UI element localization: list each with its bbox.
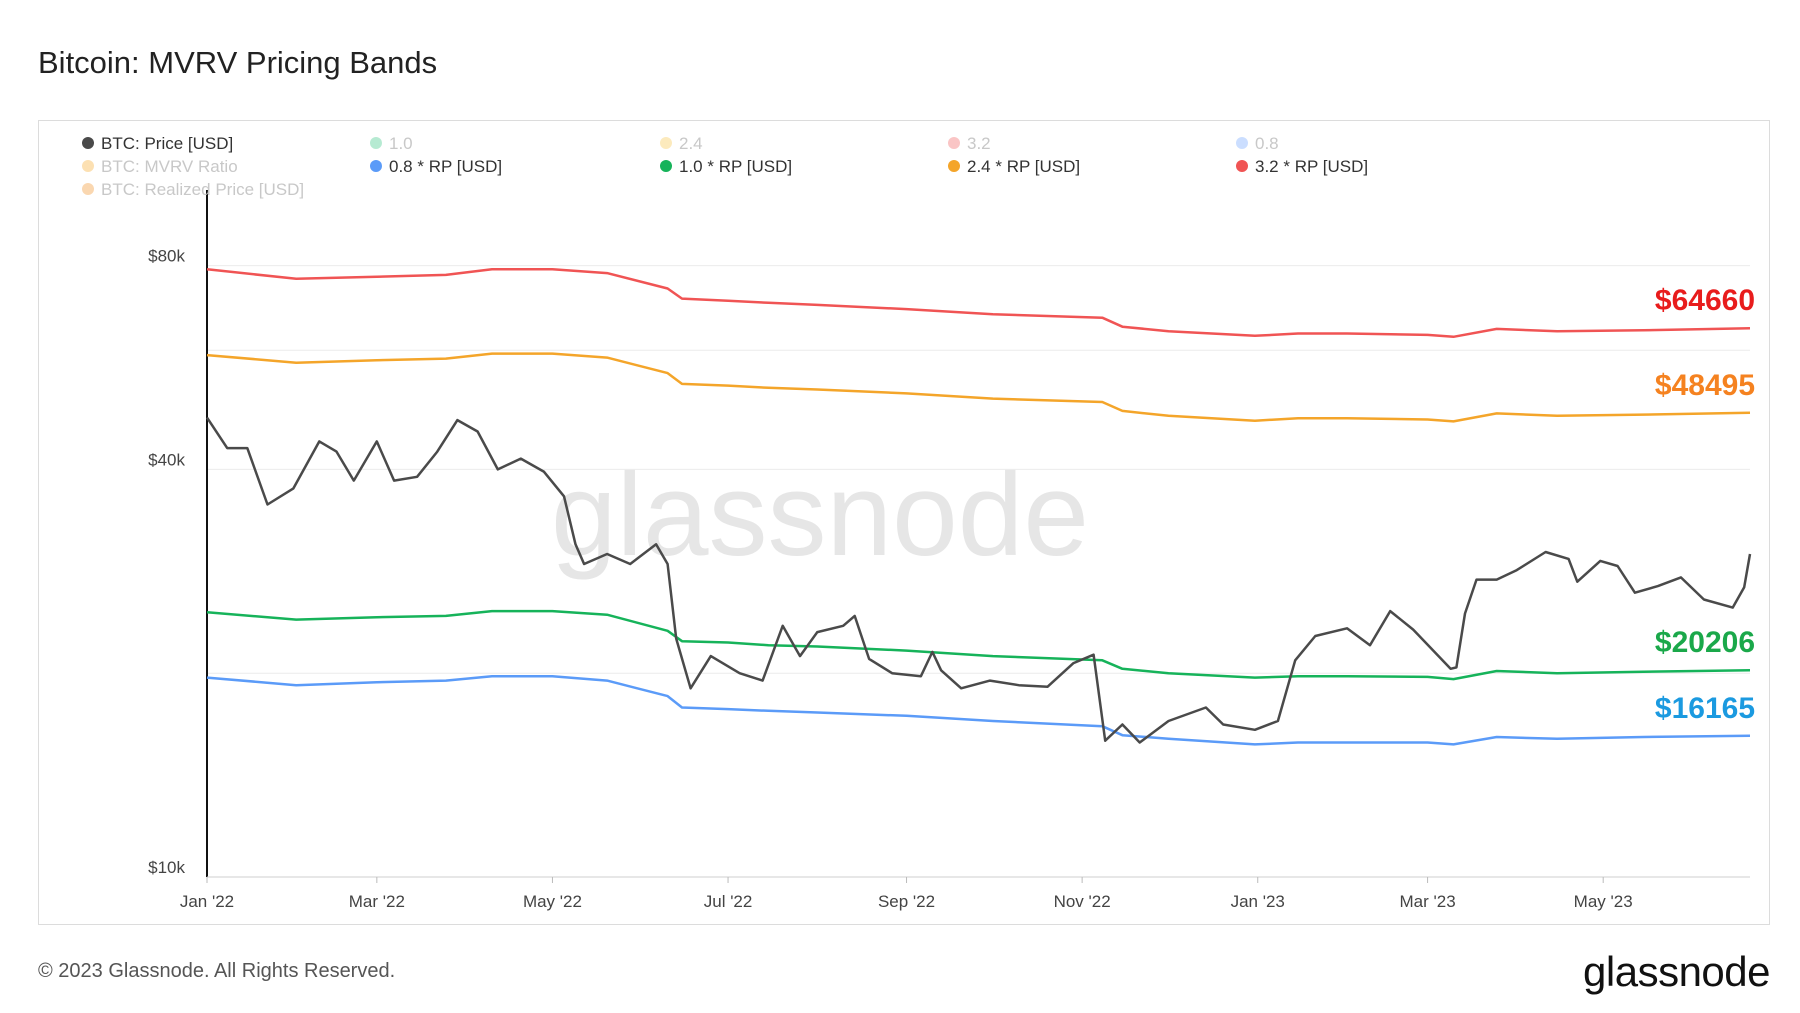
series-line-2-4-rp-usd — [206, 352, 1751, 423]
legend-marker — [82, 183, 94, 195]
legend-marker — [948, 160, 960, 172]
legend-label: 3.2 * RP [USD] — [1255, 157, 1368, 176]
value-callouts: $64660 $48495 $20206 $16165 — [1655, 284, 1755, 725]
x-axis: Jan '22 Mar '22 May '22 Jul '22 Sep '22 Nov '… — [180, 876, 1750, 911]
x-tick-label: Mar '22 — [349, 892, 405, 911]
value-callout: $16165 — [1655, 692, 1755, 725]
legend-marker — [82, 160, 94, 172]
series-line-1-0-rp-usd — [206, 609, 1751, 681]
chart-legend: BTC: Price [USD] 1.0 2.4 3.2 0.8 BTC: MVRV Ra… — [82, 134, 1368, 199]
legend-label: BTC: MVRV Ratio — [101, 157, 238, 176]
copyright-text: © 2023 Glassnode. All Rights Reserved. — [38, 960, 396, 982]
series-line-3-2-rp-usd — [206, 268, 1751, 339]
legend-label: 1.0 * RP [USD] — [679, 157, 792, 176]
x-tick-label: Mar '23 — [1400, 892, 1456, 911]
legend-label: 2.4 * RP [USD] — [967, 157, 1080, 176]
legend-label: 0.8 — [1255, 134, 1279, 153]
mvrv-chart: glassnode $80k $40k $10k Jan '22 Mar '22 May… — [82, 134, 1755, 911]
x-tick-label: Sep '22 — [878, 892, 935, 911]
legend-marker — [370, 160, 382, 172]
legend-label: BTC: Price [USD] — [101, 134, 233, 153]
x-tick-label: May '23 — [1574, 892, 1633, 911]
grid-lines — [207, 265, 1750, 674]
watermark-glassnode: glassnode — [551, 449, 1089, 581]
legend-marker — [370, 137, 382, 149]
page-title: Bitcoin: MVRV Pricing Bands — [38, 45, 438, 80]
value-callout: $48495 — [1655, 369, 1755, 402]
legend-marker — [660, 160, 672, 172]
legend-marker — [660, 137, 672, 149]
glassnode-logo: glassnode — [1583, 948, 1770, 995]
x-tick-label: May '22 — [523, 892, 582, 911]
series-line-0-8-rp-usd — [206, 674, 1751, 746]
series-line-btc-price-usd — [205, 416, 1752, 744]
legend-label: 1.0 — [389, 134, 413, 153]
legend-label: 3.2 — [967, 134, 991, 153]
y-tick-label: $10k — [148, 858, 185, 877]
value-callout: $20206 — [1655, 626, 1755, 659]
x-tick-label: Nov '22 — [1054, 892, 1111, 911]
series-lines — [205, 268, 1752, 746]
chart-frame — [38, 120, 1770, 925]
legend-label: BTC: Realized Price [USD] — [101, 180, 304, 199]
y-tick-label: $40k — [148, 450, 185, 469]
x-tick-label: Jan '23 — [1231, 892, 1285, 911]
legend-label: 0.8 * RP [USD] — [389, 157, 502, 176]
legend-marker — [948, 137, 960, 149]
x-tick-label: Jan '22 — [180, 892, 234, 911]
legend-marker — [1236, 160, 1248, 172]
legend-label: 2.4 — [679, 134, 703, 153]
x-tick-label: Jul '22 — [704, 892, 753, 911]
y-axis: $80k $40k $10k — [148, 190, 208, 877]
y-tick-label: $80k — [148, 247, 185, 266]
legend-marker — [1236, 137, 1248, 149]
legend-marker — [82, 137, 94, 149]
value-callout: $64660 — [1655, 284, 1755, 317]
